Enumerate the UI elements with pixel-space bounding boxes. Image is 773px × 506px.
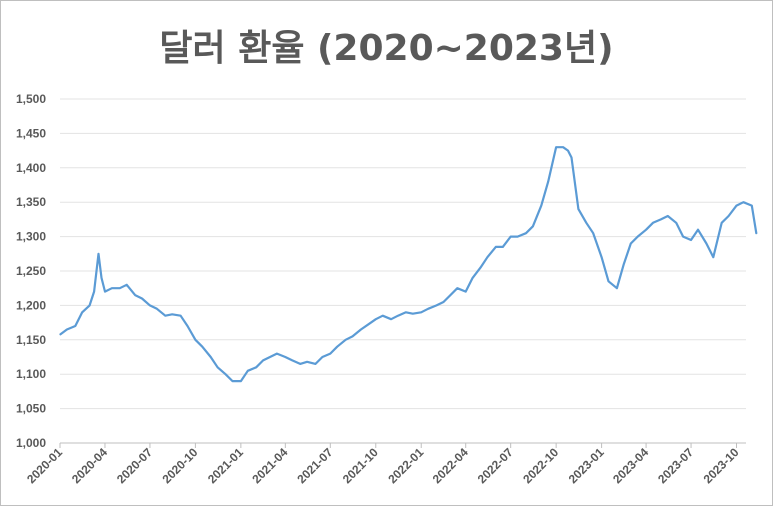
y-tick-label: 1,400: [16, 161, 46, 175]
x-tick-label: 2020-07: [114, 445, 155, 486]
y-tick-label: 1,300: [16, 230, 46, 244]
y-tick-label: 1,050: [16, 402, 46, 416]
y-tick-label: 1,500: [16, 92, 46, 106]
x-tick-label: 2021-04: [249, 445, 290, 486]
x-tick-label: 2022-10: [520, 445, 561, 486]
x-tick-label: 2023-01: [566, 445, 607, 486]
y-tick-label: 1,000: [16, 436, 46, 450]
x-tick-label: 2022-01: [385, 445, 426, 486]
y-tick-label: 1,450: [16, 126, 46, 140]
x-tick-label: 2022-04: [430, 445, 471, 486]
axes: [59, 442, 746, 448]
x-tick-label: 2022-07: [475, 445, 516, 486]
x-tick-label: 2021-01: [205, 445, 246, 486]
y-tick-label: 1,250: [16, 264, 46, 278]
y-tick-label: 1,200: [16, 298, 46, 312]
x-tick-label: 2021-10: [340, 445, 381, 486]
x-tick-label: 2023-10: [701, 445, 742, 486]
gridlines: [60, 98, 746, 410]
x-tick-label: 2023-07: [655, 445, 696, 486]
exchange-rate-line: [59, 146, 758, 383]
series: [59, 146, 758, 383]
x-tick-label: 2021-07: [294, 445, 335, 486]
y-tick-label: 1,350: [16, 195, 46, 209]
x-tick-label: 2020-10: [159, 445, 200, 486]
y-tick-labels: 1,000 1,050 1,100 1,150 1,200 1,250 1,300 1,350…: [16, 92, 46, 450]
chart-title: 달러 환율 (2020~2023년): [159, 28, 614, 69]
x-tick-labels: 2020-01 2020-04 2020-07 2020-10 2021-01 2021-…: [24, 445, 742, 486]
y-tick-label: 1,150: [16, 333, 46, 347]
y-tick-label: 1,100: [16, 367, 46, 381]
x-tick-label: 2023-04: [610, 445, 651, 486]
x-tick-label: 2020-04: [69, 445, 110, 486]
x-tick-label: 2020-01: [24, 445, 65, 486]
